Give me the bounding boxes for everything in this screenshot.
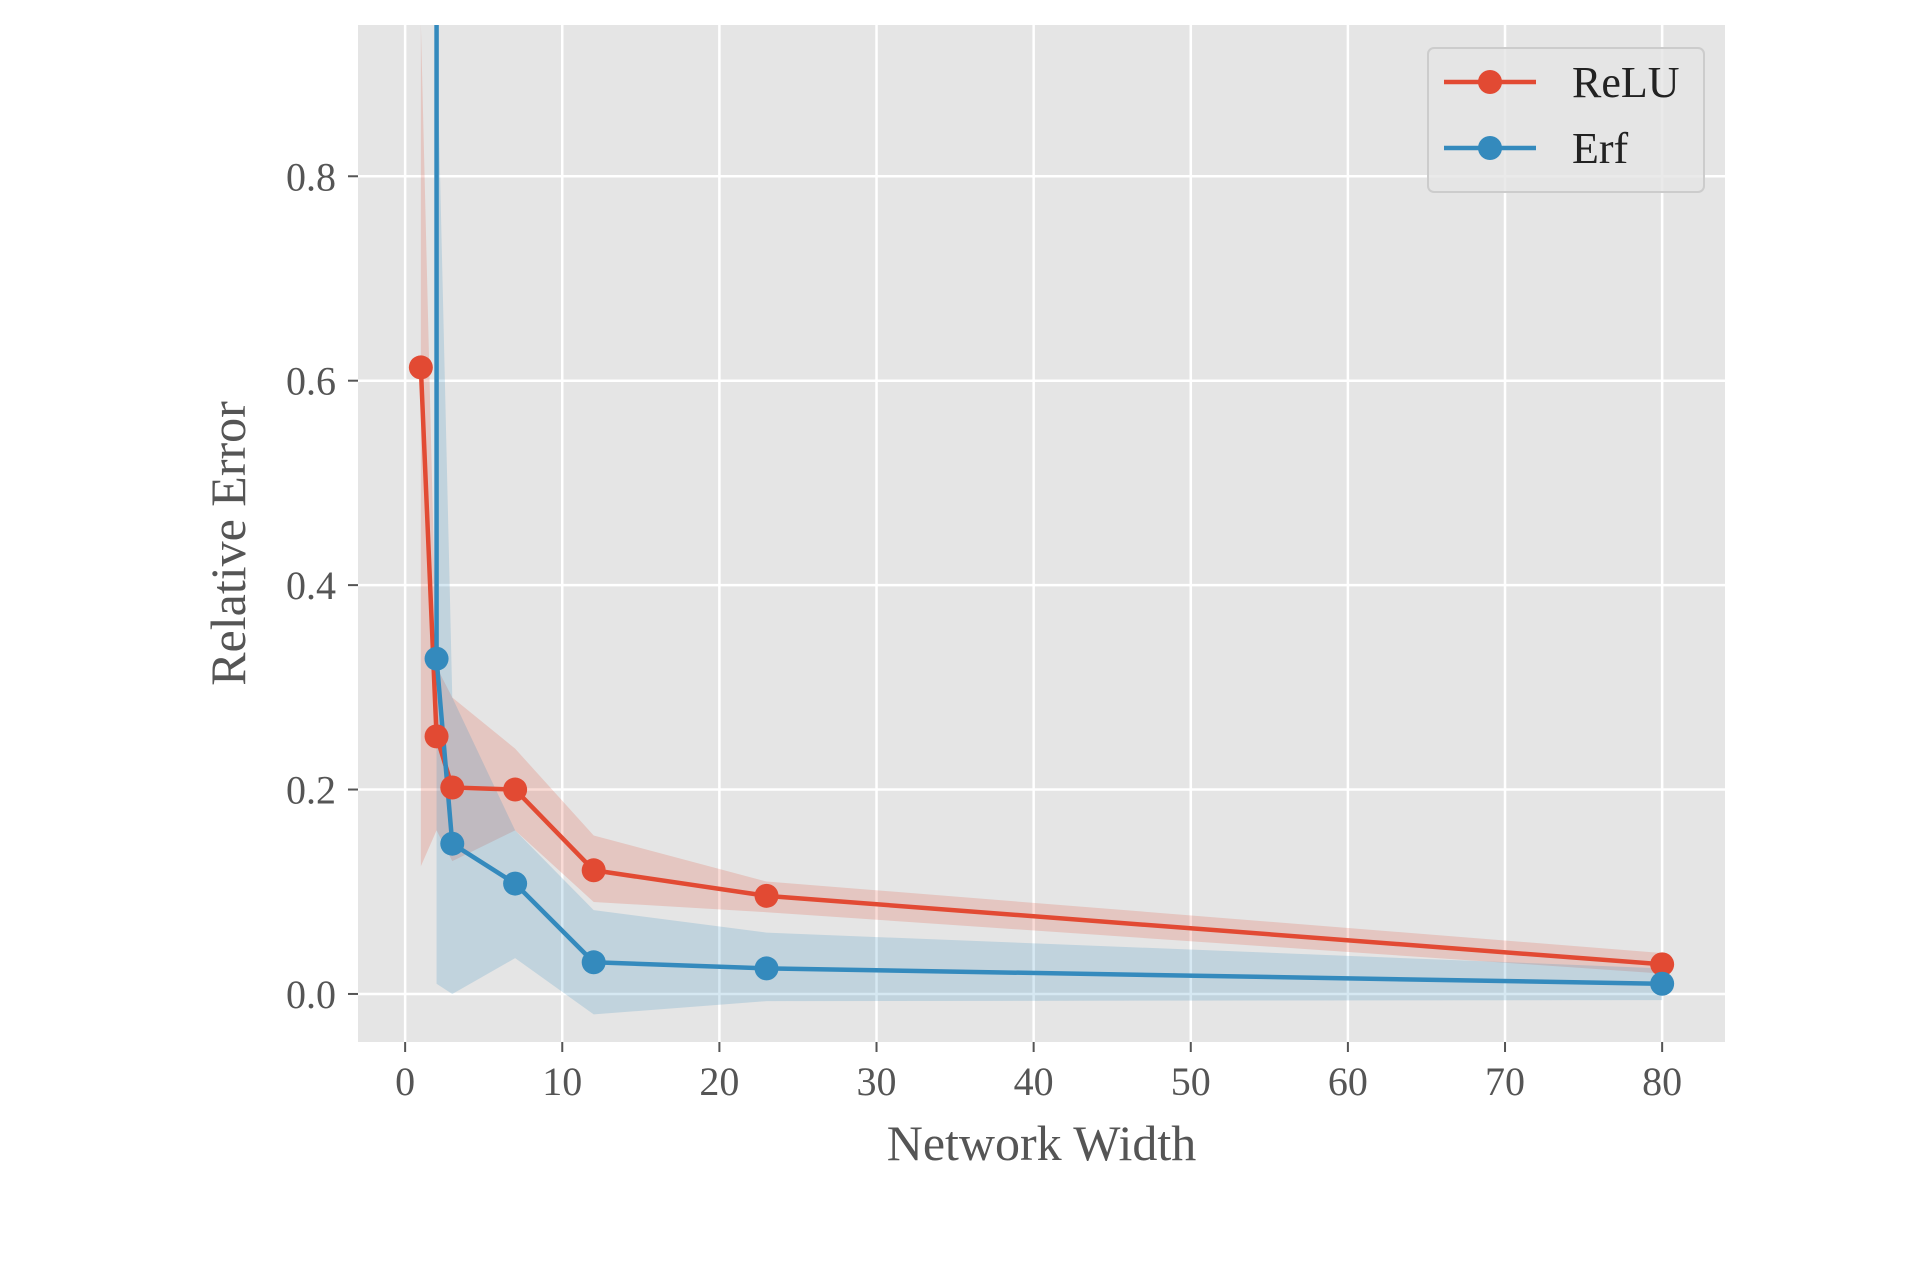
x-tick-label: 10 — [542, 1059, 582, 1104]
point-erf — [503, 871, 528, 896]
point-relu — [1650, 952, 1675, 977]
point-relu — [754, 883, 779, 908]
point-relu — [440, 775, 465, 800]
point-relu — [424, 724, 449, 749]
x-tick-label: 40 — [1014, 1059, 1054, 1104]
y-axis-ticks: 0.0 0.2 0.4 0.6 0.8 — [286, 154, 358, 1017]
x-tick-label: 50 — [1171, 1059, 1211, 1104]
point-relu — [581, 858, 606, 883]
legend-label-erf: Erf — [1572, 124, 1629, 173]
y-tick-label: 0.8 — [286, 154, 336, 199]
band-erf — [436, 25, 1663, 1015]
series-points — [408, 355, 1675, 996]
legend: ReLU Erf — [1427, 47, 1705, 193]
y-tick-label: 0.4 — [286, 563, 336, 608]
point-erf — [754, 956, 779, 981]
x-tick-label: 30 — [857, 1059, 897, 1104]
point-relu — [408, 355, 433, 380]
legend-marker-relu — [1478, 70, 1502, 94]
x-tick-label: 60 — [1328, 1059, 1368, 1104]
point-relu — [503, 777, 528, 802]
x-tick-label: 70 — [1485, 1059, 1525, 1104]
point-erf — [581, 950, 606, 975]
y-tick-label: 0.2 — [286, 768, 336, 813]
legend-label-relu: ReLU — [1572, 58, 1680, 107]
x-axis-ticks: 0 10 20 30 40 50 60 70 80 — [395, 1042, 1682, 1104]
x-tick-label: 20 — [699, 1059, 739, 1104]
y-axis-label: Relative Error — [200, 401, 256, 686]
error-bands — [420, 25, 1663, 1015]
point-erf — [440, 831, 465, 856]
point-erf — [424, 646, 449, 671]
x-tick-label: 80 — [1642, 1059, 1682, 1104]
x-axis-label: Network Width — [887, 1115, 1197, 1171]
point-erf — [1650, 971, 1675, 996]
grid — [358, 25, 1725, 1042]
y-tick-label: 0.0 — [286, 972, 336, 1017]
x-tick-label: 0 — [395, 1059, 415, 1104]
legend-marker-erf — [1478, 136, 1502, 160]
y-tick-label: 0.6 — [286, 359, 336, 404]
